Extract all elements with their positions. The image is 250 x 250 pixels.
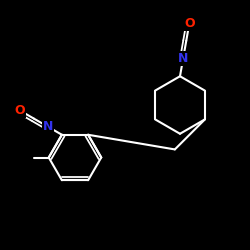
Text: N: N xyxy=(42,120,53,133)
Text: N: N xyxy=(178,52,188,65)
Text: O: O xyxy=(14,104,25,117)
Text: O: O xyxy=(184,16,195,30)
